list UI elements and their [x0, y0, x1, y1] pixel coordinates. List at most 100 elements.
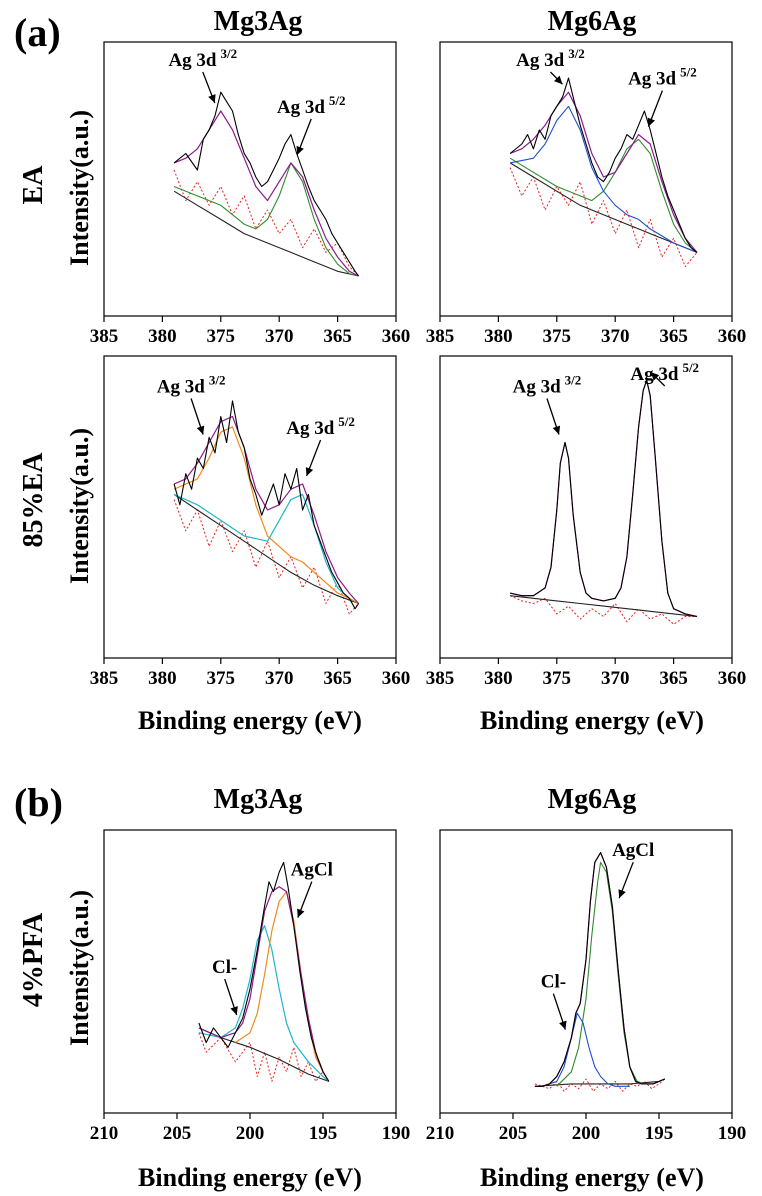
- plot-frame: [439, 41, 733, 317]
- chart-ea-mg3ag: 385 380 375 370 365 360 Ag 3d 3/2 Ag 3d 5/2: [90, 41, 411, 347]
- peak-label-sup: 5/2: [682, 360, 699, 375]
- x-tick-label: 360: [382, 668, 411, 689]
- peak-label: Ag 3d 5/2: [630, 360, 699, 385]
- row-label-85ea: 85%EA: [18, 452, 49, 548]
- x-tick-label: 375: [207, 326, 236, 347]
- arrow-head: [305, 467, 314, 477]
- x-tick-label: 205: [499, 1123, 528, 1144]
- row-label-4pfa: 4%PFA: [18, 912, 49, 1007]
- col-label-a-left: Mg3Ag: [214, 6, 303, 37]
- series-residual: [509, 595, 697, 625]
- ylabel-row2: Intensity(a.u.): [65, 428, 94, 584]
- xlabel-row2-left: Binding energy (eV): [138, 706, 362, 735]
- x-tick-label: 370: [265, 668, 294, 689]
- x-tick-label: 360: [382, 326, 411, 347]
- series-envelope: [173, 110, 359, 277]
- series-component_a: [556, 861, 645, 1087]
- x-tick-label: 195: [309, 1123, 338, 1144]
- series-background: [509, 162, 698, 253]
- x-tick-label: 190: [718, 1123, 747, 1144]
- x-tick-label: 370: [265, 326, 294, 347]
- series-component_cyan: [198, 925, 330, 1082]
- chart-pfa-mg3ag: 210 205 200 195 190 Cl- AgCl: [90, 829, 411, 1144]
- peak-label-sup: 5/2: [680, 65, 697, 80]
- row-label-ea: EA: [18, 165, 49, 205]
- plot-frame: [103, 829, 397, 1114]
- plot-frame: [103, 355, 397, 659]
- arrow-head: [297, 908, 305, 918]
- series-raw: [509, 379, 698, 618]
- series-component_a: [509, 138, 698, 253]
- x-tick-label: 365: [659, 668, 688, 689]
- peak-label: Ag 3d 3/2: [157, 372, 226, 397]
- x-tick-label: 210: [426, 1123, 455, 1144]
- arrow-head: [208, 94, 216, 104]
- x-tick-label: 190: [382, 1123, 411, 1144]
- xlabel-row2-right: Binding energy (eV): [480, 706, 704, 735]
- peak-label: AgCl: [291, 860, 333, 881]
- arrow-head: [552, 425, 561, 435]
- x-tick-label: 195: [645, 1123, 674, 1144]
- x-tick-label: 360: [718, 326, 747, 347]
- x-tick-label: 385: [90, 326, 119, 347]
- x-tick-label: 370: [601, 326, 630, 347]
- peak-label-sup: 3/2: [221, 46, 238, 61]
- series-envelope: [173, 415, 360, 604]
- col-label-b-right: Mg6Ag: [548, 784, 637, 815]
- series-component_b: [542, 1012, 630, 1087]
- series-component_orange: [235, 890, 324, 1072]
- peak-label-sup: 3/2: [209, 372, 226, 387]
- arrow-head: [230, 1006, 238, 1016]
- x-tick-label: 365: [323, 326, 352, 347]
- x-tick-label: 385: [426, 326, 455, 347]
- charts-layer: 385 380 375 370 365 360 Ag 3d 3/2 Ag 3d 5/2 385 380…: [90, 41, 747, 1144]
- col-label-a-right: Mg6Ag: [548, 6, 637, 37]
- peak-label: Ag 3d 3/2: [513, 372, 582, 397]
- x-tick-label: 375: [207, 668, 236, 689]
- series-component_a: [173, 162, 359, 277]
- x-tick-label: 380: [484, 326, 513, 347]
- series-raw: [198, 861, 330, 1082]
- x-tick-label: 375: [543, 668, 572, 689]
- series-raw: [173, 400, 360, 610]
- ylabel-row3: Intensity(a.u.): [65, 890, 94, 1046]
- series-envelope: [534, 851, 666, 1087]
- arrow-head: [196, 425, 205, 435]
- x-tick-label: 380: [148, 326, 177, 347]
- peak-label-sup: 5/2: [338, 414, 355, 429]
- x-tick-label: 385: [426, 668, 455, 689]
- arrow-head: [296, 145, 304, 155]
- arrow-head: [647, 117, 655, 127]
- arrow-head: [650, 372, 660, 381]
- peak-label: Ag 3d 5/2: [628, 65, 697, 90]
- series-envelope: [509, 91, 698, 253]
- x-tick-label: 360: [718, 668, 747, 689]
- chart-ea-mg6ag: 385 380 375 370 365 360 Ag 3d 3/2 Ag 3d 5/2: [426, 41, 747, 347]
- peak-label: Cl-: [212, 957, 237, 978]
- chart-pfa-mg6ag: 210 205 200 195 190 Cl- AgCl: [426, 829, 747, 1144]
- plot-frame: [103, 41, 397, 317]
- plot-frame: [439, 355, 733, 659]
- ylabel-row1: Intensity(a.u.): [65, 110, 94, 266]
- series-raw: [173, 91, 360, 277]
- x-tick-label: 380: [148, 668, 177, 689]
- x-tick-label: 380: [484, 668, 513, 689]
- series-background: [510, 595, 698, 618]
- chart-85ea-mg3ag: 385 380 375 370 365 360 Ag 3d 3/2 Ag 3d 5/2: [90, 355, 411, 689]
- peak-label: Ag 3d 5/2: [286, 414, 355, 439]
- series-component_b: [509, 105, 698, 253]
- peak-label: Ag 3d 5/2: [277, 93, 346, 118]
- series-envelope: [198, 886, 330, 1082]
- peak-label: AgCl: [612, 840, 654, 861]
- series-background: [173, 190, 359, 277]
- xlabel-row3-right: Binding energy (eV): [480, 1163, 704, 1192]
- series-residual: [173, 169, 359, 277]
- arrow-head: [559, 1020, 567, 1030]
- series-component_cyan: [173, 493, 359, 605]
- plot-frame: [439, 829, 733, 1114]
- series-raw: [534, 852, 666, 1087]
- series-envelope: [509, 379, 698, 618]
- peak-label-sup: 3/2: [568, 46, 585, 61]
- series-background: [173, 493, 359, 605]
